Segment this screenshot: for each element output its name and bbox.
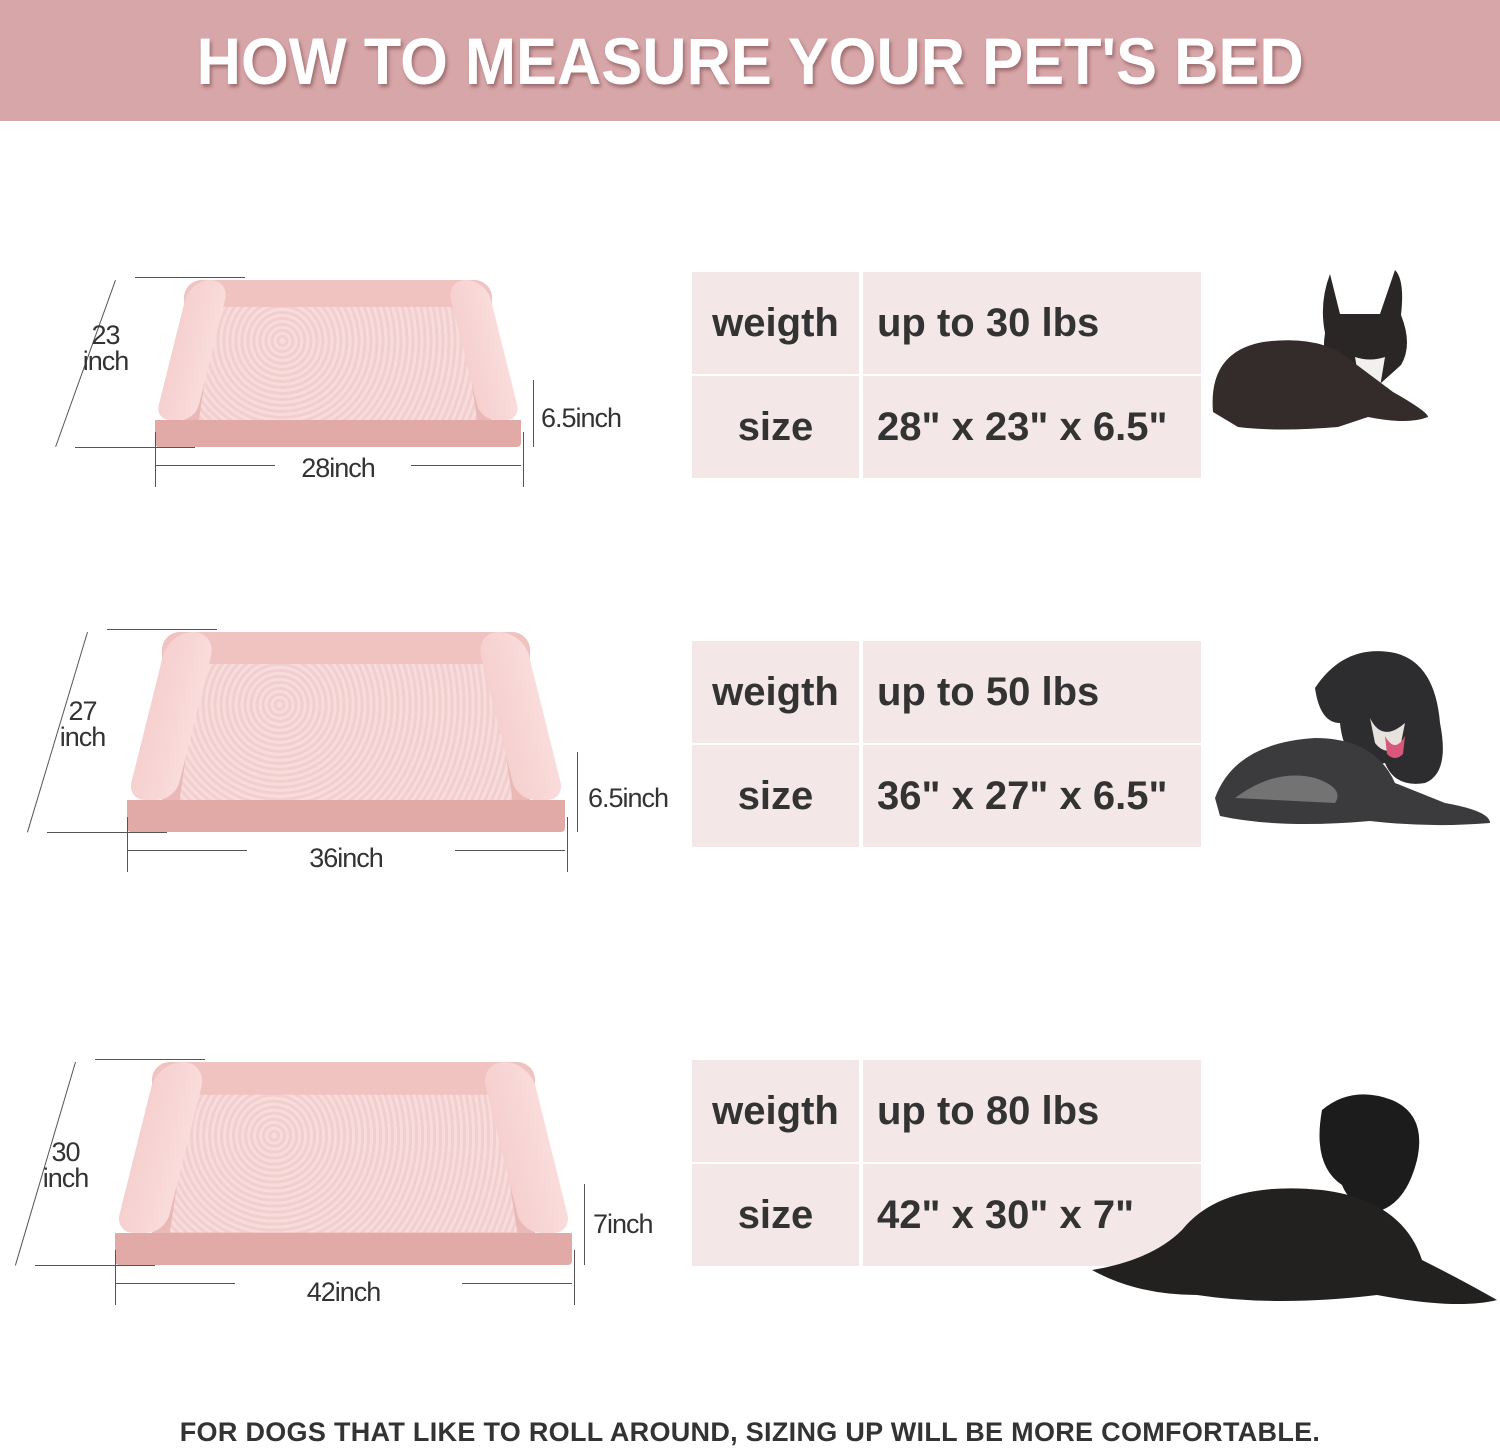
bed-cushion bbox=[169, 1094, 518, 1233]
width-label: 42inch bbox=[306, 1277, 382, 1307]
depth-bottom-guide bbox=[35, 1265, 155, 1266]
dog-labrador-image bbox=[1092, 1090, 1500, 1308]
width-line-left bbox=[127, 850, 247, 851]
size-value: 28" x 23" x 6.5" bbox=[863, 376, 1201, 478]
width-line-right bbox=[411, 465, 521, 466]
depth-top-guide bbox=[95, 1059, 205, 1060]
pet-bed-image bbox=[155, 280, 521, 447]
width-line-left bbox=[155, 465, 275, 466]
height-dimension-line bbox=[533, 380, 534, 447]
bed-cushion bbox=[198, 306, 478, 421]
size-label: size bbox=[692, 745, 859, 847]
bed-back-bolster bbox=[184, 280, 492, 307]
bed-cushion bbox=[179, 664, 513, 800]
height-dimension-line bbox=[577, 752, 578, 832]
page-title: HOW TO MEASURE YOUR PET'S BED bbox=[196, 23, 1304, 98]
weight-label: weigth bbox=[692, 272, 859, 374]
bed-base bbox=[155, 420, 521, 447]
size-value: 42" x 30" x 7" bbox=[863, 1164, 1201, 1266]
weight-label: weigth bbox=[692, 641, 859, 743]
depth-label: 23 inch bbox=[78, 320, 133, 376]
bed-back-bolster bbox=[151, 1062, 536, 1095]
width-guide-left bbox=[127, 817, 128, 872]
width-guide-right bbox=[523, 432, 524, 487]
dog-spaniel-image bbox=[1195, 648, 1495, 838]
weight-value: up to 80 lbs bbox=[863, 1060, 1201, 1162]
size-label: size bbox=[692, 1164, 859, 1266]
footer-note: FOR DOGS THAT LIKE TO ROLL AROUND, SIZIN… bbox=[179, 1417, 1321, 1447]
depth-bottom-guide bbox=[75, 447, 195, 448]
header-banner: HOW TO MEASURE YOUR PET'S BED bbox=[0, 0, 1500, 121]
bed-back-bolster bbox=[162, 632, 530, 664]
width-guide-right bbox=[574, 1250, 575, 1305]
weight-label: weigth bbox=[692, 1060, 859, 1162]
height-label: 6.5inch bbox=[588, 783, 669, 813]
bed-base bbox=[127, 800, 565, 832]
depth-unit: inch bbox=[42, 1163, 90, 1193]
depth-value: 23 bbox=[91, 320, 120, 350]
height-label: 6.5inch bbox=[541, 403, 622, 433]
depth-value: 30 bbox=[51, 1137, 80, 1167]
depth-unit: inch bbox=[82, 346, 130, 376]
width-line-right bbox=[455, 850, 565, 851]
depth-bottom-guide bbox=[47, 832, 167, 833]
width-label: 36inch bbox=[309, 843, 384, 873]
spec-table: weigth up to 50 lbs size 36" x 27" x 6.5… bbox=[692, 641, 1201, 847]
weight-value: up to 50 lbs bbox=[863, 641, 1201, 743]
bed-base bbox=[115, 1232, 572, 1265]
width-guide-left bbox=[155, 432, 156, 487]
depth-unit: inch bbox=[59, 722, 107, 752]
size-value: 36" x 27" x 6.5" bbox=[863, 745, 1201, 847]
size-label: size bbox=[692, 376, 859, 478]
spec-table: weigth up to 30 lbs size 28" x 23" x 6.5… bbox=[692, 272, 1201, 478]
weight-value: up to 30 lbs bbox=[863, 272, 1201, 374]
depth-label: 27 inch bbox=[55, 696, 110, 752]
height-label: 7inch bbox=[593, 1209, 654, 1239]
pet-bed-image bbox=[127, 632, 565, 832]
width-label: 28inch bbox=[301, 453, 376, 483]
width-line-right bbox=[462, 1283, 572, 1284]
depth-label: 30 inch bbox=[38, 1137, 93, 1193]
depth-top-guide bbox=[135, 277, 245, 278]
depth-value: 27 bbox=[68, 696, 97, 726]
pet-bed-image bbox=[115, 1062, 572, 1265]
width-line-left bbox=[115, 1283, 235, 1284]
spec-table: weigth up to 80 lbs size 42" x 30" x 7" bbox=[692, 1060, 1201, 1266]
width-guide-right bbox=[567, 817, 568, 872]
width-guide-left bbox=[115, 1250, 116, 1305]
depth-top-guide bbox=[107, 629, 217, 630]
dog-french-bulldog-image bbox=[1205, 262, 1435, 444]
height-dimension-line bbox=[584, 1183, 585, 1265]
